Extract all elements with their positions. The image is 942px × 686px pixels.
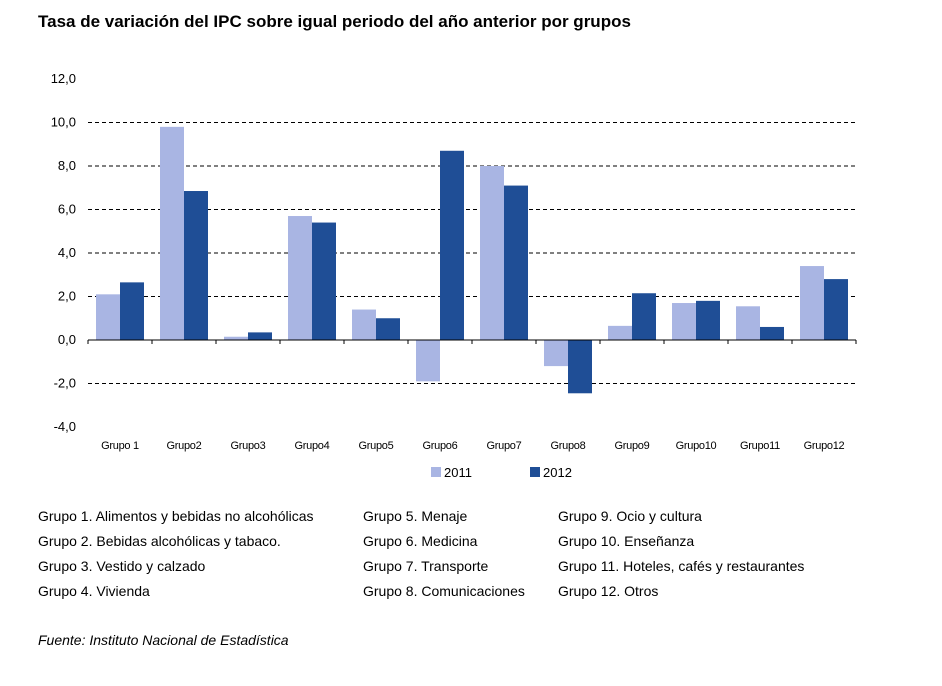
x-tick-label: Grupo5 xyxy=(359,440,394,452)
bar-2011-9 xyxy=(608,325,632,340)
bar-2012-12 xyxy=(824,279,848,340)
y-axis: 12,0 10,0 8,0 6,0 4,0 2,0 0,0 -2,0 -4,0 xyxy=(51,71,76,434)
legend: 2011 2012 xyxy=(431,465,572,480)
bar-2011-8 xyxy=(544,340,568,367)
bar-2012-8 xyxy=(568,340,592,394)
y-tick-label: 6,0 xyxy=(58,202,76,217)
y-tick-label: 2,0 xyxy=(58,289,76,304)
group-note: Grupo 6. Medicina xyxy=(363,533,478,549)
bar-2011-12 xyxy=(800,266,824,340)
y-tick-label: 0,0 xyxy=(58,332,76,347)
y-tick-label: 8,0 xyxy=(58,158,76,173)
group-note: Grupo 4. Vivienda xyxy=(38,583,150,599)
x-tick-label: Grupo9 xyxy=(615,440,650,452)
bar-2011-5 xyxy=(352,309,376,340)
bar-2011-6 xyxy=(416,340,440,382)
group-note: Grupo 1. Alimentos y bebidas no alcohóli… xyxy=(38,508,314,524)
group-note: Grupo 11. Hoteles, cafés y restaurantes xyxy=(558,558,805,574)
legend-label-2011: 2011 xyxy=(444,465,472,480)
x-tick-label: Grupo10 xyxy=(676,440,717,452)
group-note: Grupo 5. Menaje xyxy=(363,508,468,524)
y-tick-label: 4,0 xyxy=(58,245,76,260)
x-tick-label: Grupo12 xyxy=(804,440,845,452)
x-tick-label: Grupo4 xyxy=(295,440,330,452)
bar-2012-11 xyxy=(760,326,784,340)
group-note: Grupo 10. Enseñanza xyxy=(558,533,695,549)
source-note: Fuente: Instituto Nacional de Estadístic… xyxy=(38,632,289,648)
x-axis: Grupo 1 Grupo2 Grupo3 Grupo4 Grupo5 Grupo6 Gru… xyxy=(87,339,857,452)
x-tick-label: Grupo6 xyxy=(423,440,458,452)
x-tick-label: Grupo 1 xyxy=(101,440,139,452)
x-tick-label: Grupo2 xyxy=(167,440,202,452)
x-tick-label: Grupo7 xyxy=(487,440,522,452)
bar-2011-11 xyxy=(736,306,760,340)
y-tick-label: -4,0 xyxy=(54,419,76,434)
x-tick-label: Grupo3 xyxy=(231,440,266,452)
legend-swatch-2011 xyxy=(431,467,441,477)
y-tick-label: 12,0 xyxy=(51,71,76,86)
bar-2011-2 xyxy=(160,126,184,340)
legend-swatch-2012 xyxy=(530,467,540,477)
bar-2011-3 xyxy=(224,336,248,340)
group-note: Grupo 12. Otros xyxy=(558,583,659,599)
gridlines xyxy=(88,122,856,384)
bar-2012-9 xyxy=(632,293,656,340)
bar-2012-3 xyxy=(248,332,272,340)
bar-2012-5 xyxy=(376,318,400,340)
bar-2011-7 xyxy=(480,166,504,340)
bar-2011-1 xyxy=(96,294,120,340)
bar-2011-4 xyxy=(288,216,312,340)
group-note: Grupo 9. Ocio y cultura xyxy=(558,508,702,524)
y-tick-label: -2,0 xyxy=(54,376,76,391)
bar-2012-6 xyxy=(440,150,464,340)
group-note: Grupo 8. Comunicaciones xyxy=(363,583,525,599)
group-note: Grupo 2. Bebidas alcohólicas y tabaco. xyxy=(38,533,281,549)
bar-2011-10 xyxy=(672,303,696,340)
legend-label-2012: 2012 xyxy=(543,465,572,480)
group-note: Grupo 7. Transporte xyxy=(363,558,489,574)
bar-2012-4 xyxy=(312,222,336,340)
bar-2012-10 xyxy=(696,300,720,340)
bar-2012-1 xyxy=(120,282,144,340)
x-tick-label: Grupo11 xyxy=(740,440,780,452)
y-tick-label: 10,0 xyxy=(51,115,76,130)
bars xyxy=(96,126,848,394)
x-tick-label: Grupo8 xyxy=(551,440,586,452)
chart-title: Tasa de variación del IPC sobre igual pe… xyxy=(38,12,631,31)
bar-2012-2 xyxy=(184,191,208,340)
group-note: Grupo 3. Vestido y calzado xyxy=(38,558,206,574)
bar-2012-7 xyxy=(504,185,528,340)
